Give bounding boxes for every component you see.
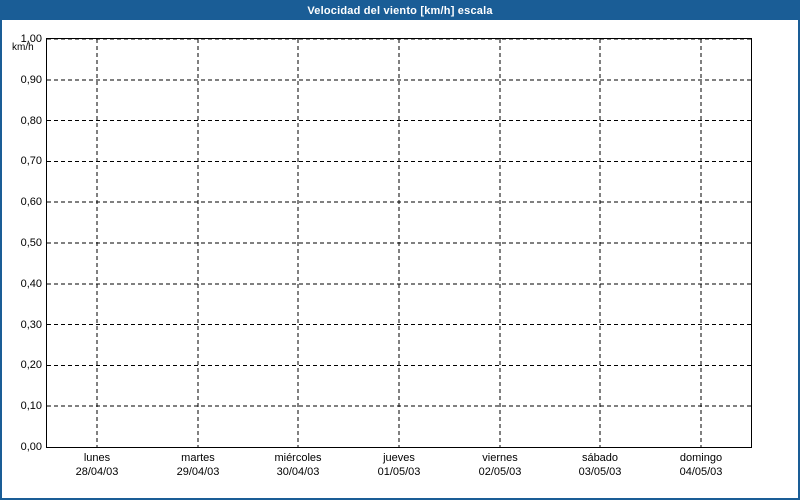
y-tick-label: 0,20 bbox=[20, 359, 42, 372]
x-tick-day: viernes bbox=[482, 452, 518, 464]
window-title: Velocidad del viento [km/h] escala bbox=[2, 2, 798, 20]
y-tick-label: 0,40 bbox=[20, 277, 42, 290]
y-tick-label: 0,00 bbox=[20, 441, 42, 453]
x-tick-label: viernes 02/05/03 bbox=[479, 452, 522, 478]
x-tick-day: martes bbox=[181, 452, 215, 464]
x-tick-label: lunes 28/04/03 bbox=[76, 452, 119, 478]
grid-lines bbox=[47, 39, 751, 447]
x-tick-date: 03/05/03 bbox=[578, 466, 622, 478]
y-tick-label: 0,10 bbox=[20, 400, 42, 413]
x-tick-date: 28/04/03 bbox=[75, 466, 119, 478]
y-tick-label: 0,80 bbox=[20, 114, 42, 127]
x-tick-date: 29/04/03 bbox=[176, 466, 220, 478]
x-tick-label: jueves 01/05/03 bbox=[378, 452, 421, 478]
x-tick-date: 01/05/03 bbox=[377, 466, 421, 478]
x-tick-day: jueves bbox=[383, 452, 415, 464]
y-tick-label: 0,50 bbox=[20, 237, 42, 249]
x-tick-label: miércoles 30/04/03 bbox=[274, 452, 321, 478]
y-axis-tick-labels: 0,00 0,10 0,20 0,30 0,40 0,50 0,60 0,70 0,80 0,90… bbox=[2, 33, 42, 453]
x-tick-date: 04/05/03 bbox=[679, 466, 723, 478]
y-tick-label: 1,00 bbox=[20, 33, 42, 45]
x-tick-day: domingo bbox=[679, 452, 723, 464]
y-axis-unit-label: km/h bbox=[12, 42, 34, 53]
plot-area bbox=[46, 38, 752, 448]
x-tick-day: sábado bbox=[581, 452, 619, 464]
x-tick-label: domingo 04/05/03 bbox=[680, 452, 723, 478]
x-tick-date: 02/05/03 bbox=[478, 466, 522, 478]
x-tick-date: 30/04/03 bbox=[276, 466, 320, 478]
x-tick-day: lunes bbox=[83, 452, 111, 464]
x-tick-label: martes 29/04/03 bbox=[177, 452, 220, 478]
y-tick-label: 0,30 bbox=[20, 318, 42, 331]
y-tick-label: 0,70 bbox=[20, 155, 42, 168]
x-axis-tick-labels: lunes 28/04/03 martes 29/04/03 miércoles 30/0… bbox=[2, 452, 798, 492]
y-tick-label: 0,60 bbox=[20, 196, 42, 209]
x-tick-day: miércoles bbox=[274, 452, 322, 464]
y-tick-label: 0,90 bbox=[20, 73, 42, 86]
x-tick-label: sábado 03/05/03 bbox=[579, 452, 622, 478]
